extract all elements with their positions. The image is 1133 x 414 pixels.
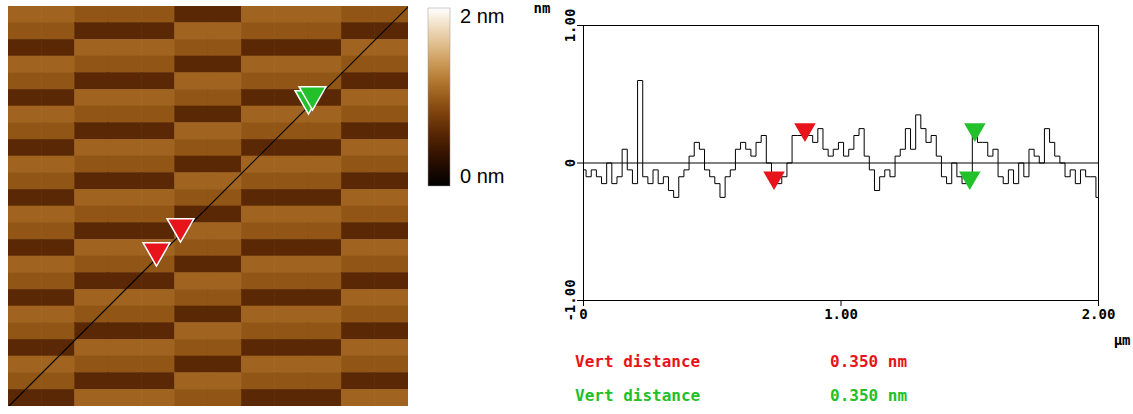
svg-text:1.00: 1.00 bbox=[824, 306, 858, 322]
svg-text:1.00: 1.00 bbox=[562, 9, 578, 43]
svg-text:nm: nm bbox=[534, 0, 551, 16]
html-text:Vert distance: Vert distance bbox=[575, 386, 701, 405]
html-text:0.350 nm: 0.350 nm bbox=[830, 352, 908, 371]
svg-text:2 nm: 2 nm bbox=[460, 5, 504, 27]
svg-text:0: 0 bbox=[579, 306, 587, 322]
svg-text:µm: µm bbox=[1114, 332, 1131, 348]
svg-text:0: 0 bbox=[562, 159, 578, 167]
html-text:Vert distance: Vert distance bbox=[575, 352, 701, 371]
svg-text:-1.00: -1.00 bbox=[562, 279, 578, 321]
svg-text:0 nm: 0 nm bbox=[460, 165, 504, 187]
svg-text:2.00: 2.00 bbox=[1082, 306, 1116, 322]
html-text:0.350 nm: 0.350 nm bbox=[830, 386, 908, 405]
